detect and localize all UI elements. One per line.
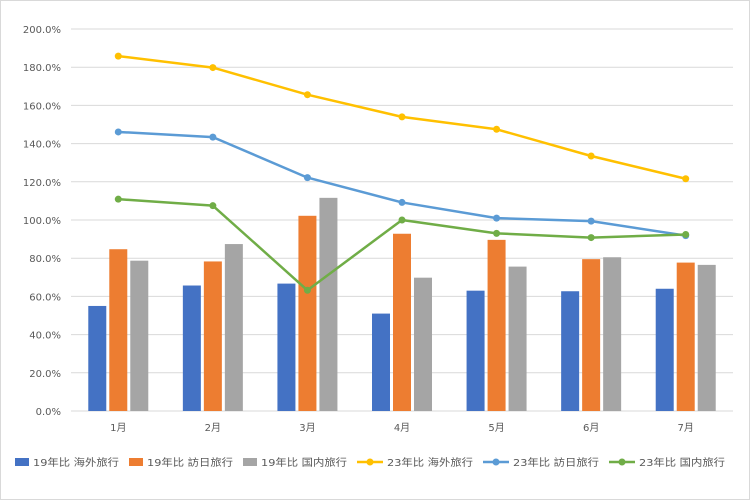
bar xyxy=(277,283,296,411)
bar xyxy=(676,262,695,411)
x-tick-label: 1月 xyxy=(110,422,126,434)
bar xyxy=(508,266,527,411)
x-tick-label: 7月 xyxy=(678,422,694,434)
legend-label: 19年比 海外旅行 xyxy=(33,456,119,469)
y-tick-label: 140.0% xyxy=(23,140,61,151)
legend-swatch xyxy=(15,458,29,466)
line-point xyxy=(493,214,501,222)
x-tick-label: 3月 xyxy=(299,422,315,434)
legend-label: 23年比 海外旅行 xyxy=(387,456,473,469)
legend-swatch-marker xyxy=(492,458,500,466)
bar xyxy=(130,260,149,411)
bar-series xyxy=(88,197,716,411)
y-tick-label: 80.0% xyxy=(29,254,61,265)
y-tick-label: 40.0% xyxy=(29,331,61,342)
bar xyxy=(109,249,128,411)
bar xyxy=(182,285,201,411)
line-point xyxy=(587,217,595,225)
line-point xyxy=(682,175,690,183)
line-point xyxy=(303,174,311,182)
legend-label: 19年比 訪日旅行 xyxy=(147,456,233,469)
line-point xyxy=(682,231,690,239)
line-series xyxy=(114,52,690,294)
bar xyxy=(203,261,222,411)
y-tick-label: 60.0% xyxy=(29,292,61,303)
x-axis-tick-labels: 1月 2月 3月 4月 5月 6月 7月 xyxy=(110,422,694,434)
bar xyxy=(298,215,317,411)
line-point xyxy=(114,52,122,60)
bar xyxy=(487,239,506,411)
legend-label: 19年比 国内旅行 xyxy=(261,456,347,469)
y-tick-label: 20.0% xyxy=(29,369,61,380)
line-point xyxy=(209,202,217,210)
bar xyxy=(582,259,601,411)
line-point xyxy=(398,198,406,206)
bar xyxy=(224,244,243,411)
line-point xyxy=(398,113,406,121)
line-point xyxy=(303,286,311,294)
legend-swatch xyxy=(129,458,143,466)
legend-swatch-marker xyxy=(618,458,626,466)
line-point xyxy=(587,152,595,160)
y-tick-label: 160.0% xyxy=(23,101,61,112)
bar xyxy=(393,233,411,411)
y-tick-label: 180.0% xyxy=(23,63,61,74)
y-tick-label: 120.0% xyxy=(23,178,61,189)
bar xyxy=(655,288,674,411)
legend-swatch-marker xyxy=(366,458,374,466)
x-tick-label: 2月 xyxy=(205,422,221,434)
y-tick-label: 100.0% xyxy=(23,216,61,227)
line-point xyxy=(398,216,406,224)
bar xyxy=(88,305,107,411)
line-point xyxy=(303,91,311,99)
line-point xyxy=(209,64,217,72)
x-tick-label: 6月 xyxy=(583,422,599,434)
line-point xyxy=(114,195,122,203)
x-tick-label: 5月 xyxy=(488,422,504,434)
bar xyxy=(319,197,338,411)
bar xyxy=(697,264,716,411)
line-point xyxy=(493,229,501,237)
line-point xyxy=(493,125,501,133)
legend-label: 23年比 国内旅行 xyxy=(639,456,725,469)
bar xyxy=(603,257,622,411)
bar xyxy=(466,290,485,411)
bar xyxy=(561,291,580,411)
bar xyxy=(372,313,390,411)
y-axis-tick-labels: 0.0% 20.0% 40.0% 60.0% 80.0% 100.0% 120.0% 140.… xyxy=(23,25,61,418)
y-tick-label: 0.0% xyxy=(36,407,61,418)
legend-label: 23年比 訪日旅行 xyxy=(513,456,599,469)
line-point xyxy=(587,234,595,242)
bar xyxy=(414,277,432,411)
y-tick-label: 200.0% xyxy=(23,25,61,36)
legend: 19年比 海外旅行 19年比 訪日旅行 19年比 国内旅行 23年比 海外旅行 23年比… xyxy=(15,456,725,469)
line-point xyxy=(114,128,122,136)
x-tick-label: 4月 xyxy=(394,422,410,434)
legend-swatch xyxy=(243,458,257,466)
line-point xyxy=(209,133,217,141)
